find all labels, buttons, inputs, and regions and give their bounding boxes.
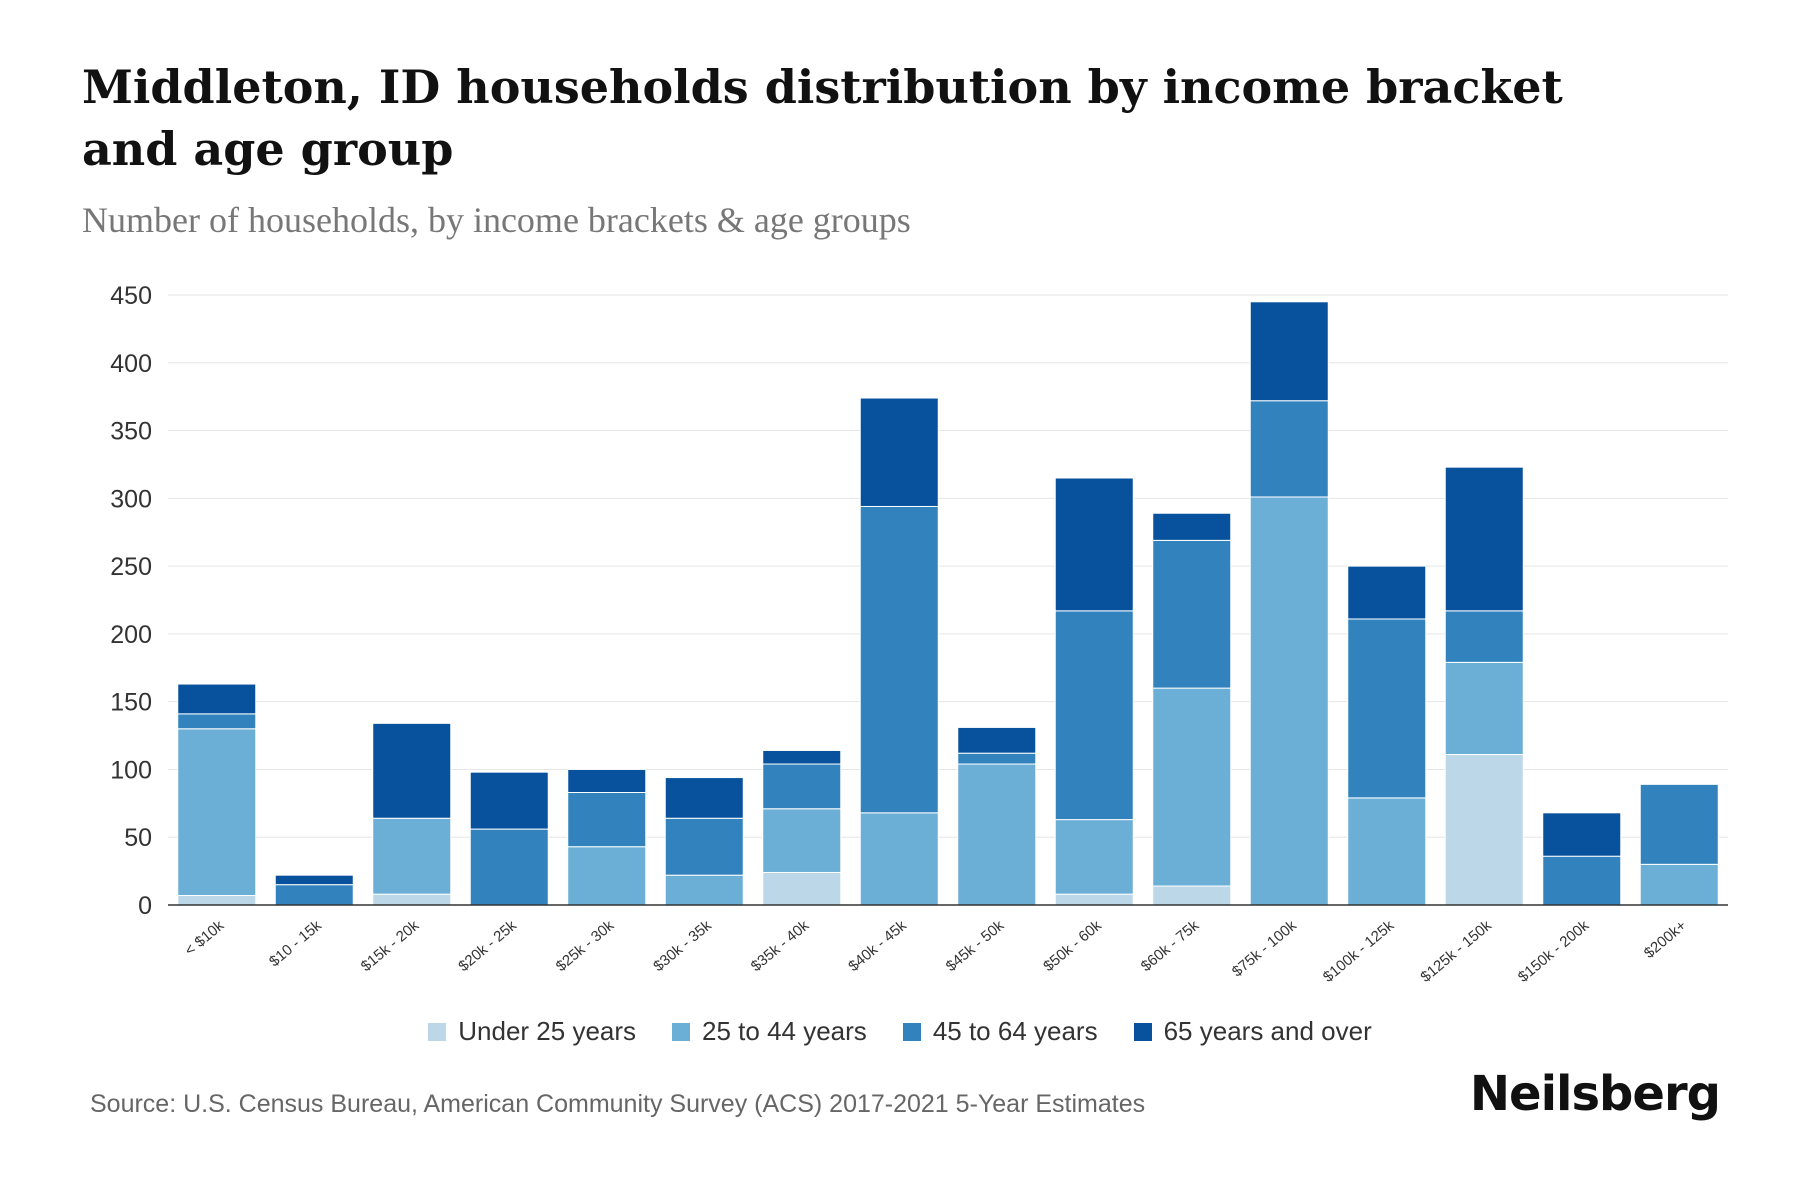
y-tick-label: 0 <box>138 892 152 920</box>
y-axis: 0 50 100 150 200 250 300 350 400 450 <box>110 282 152 920</box>
bar-segment <box>567 791 647 848</box>
legend-label-25-44: 25 to 44 years <box>702 1016 867 1046</box>
bar-segment <box>1347 797 1427 906</box>
bar-segment <box>664 777 744 819</box>
bar-segment <box>1152 687 1232 887</box>
bar-segment <box>1054 893 1134 906</box>
bar-segment <box>1639 783 1719 865</box>
bar-segment <box>664 817 744 876</box>
bar-segment <box>372 893 452 906</box>
x-tick-label: $10 - 15k <box>266 917 325 971</box>
bar-segment <box>1347 565 1427 620</box>
legend-label-under-25: Under 25 years <box>458 1016 637 1046</box>
bar-segment <box>1444 610 1524 663</box>
legend-item-45-64[interactable]: 45 to 64 years <box>902 1016 1098 1047</box>
y-tick-label: 300 <box>110 485 152 513</box>
x-tick-label: $75k - 100k <box>1229 917 1300 981</box>
legend-item-under-25[interactable]: Under 25 years <box>428 1016 636 1047</box>
bar-segment <box>957 726 1037 754</box>
x-tick-label: < $10k <box>182 917 228 960</box>
bar-segment <box>1347 618 1427 799</box>
bar-segment <box>859 505 939 814</box>
legend-swatch-65-plus <box>1133 1022 1152 1041</box>
x-tick-label: $200k+ <box>1641 917 1690 962</box>
bar-segment <box>1249 496 1329 906</box>
bar-segment <box>1542 812 1622 857</box>
bar-segment <box>1542 855 1622 906</box>
x-tick-label: $25k - 30k <box>553 917 618 975</box>
x-tick-label: $40k - 45k <box>845 917 910 975</box>
bar-segment <box>1152 885 1232 906</box>
bar-segment <box>567 846 647 906</box>
y-tick-label: 450 <box>110 282 152 310</box>
x-tick-label: $50k - 60k <box>1040 917 1105 975</box>
bars <box>177 301 1719 906</box>
bar-segment <box>1249 400 1329 498</box>
bar-segment <box>567 768 647 793</box>
legend-item-25-44[interactable]: 25 to 44 years <box>672 1016 867 1047</box>
legend-item-65-plus[interactable]: 65 years and over <box>1133 1016 1372 1047</box>
bar-segment <box>762 763 842 810</box>
bar-segment <box>957 752 1037 765</box>
bar-segment <box>762 749 842 765</box>
x-tick-label: $15k - 20k <box>358 917 423 975</box>
bar-segment <box>177 713 257 730</box>
y-tick-label: 250 <box>110 553 152 581</box>
bar-segment <box>372 817 452 895</box>
bar-segment <box>177 728 257 897</box>
x-tick-label: $45k - 50k <box>943 917 1008 975</box>
legend-swatch-45-64 <box>902 1022 921 1041</box>
bar-segment <box>1152 512 1232 541</box>
chart-title: Middleton, ID households distribution by… <box>82 60 1563 176</box>
x-tick-label: $30k - 35k <box>650 917 715 975</box>
bar-segment <box>957 763 1037 906</box>
bar-segment <box>859 812 939 906</box>
x-tick-label: $125k - 150k <box>1417 917 1495 986</box>
bar-segment <box>1444 661 1524 756</box>
x-tick-label: $100k - 125k <box>1320 917 1398 986</box>
bar-segment <box>1249 301 1329 402</box>
bar-segment <box>274 874 354 886</box>
bar-segment <box>1444 754 1524 906</box>
chart-subtitle: Number of households, by income brackets… <box>82 200 911 240</box>
bar-segment <box>274 884 354 906</box>
legend-swatch-under-25 <box>428 1022 447 1041</box>
x-tick-label: $60k - 75k <box>1138 917 1203 975</box>
bar-segment <box>1639 863 1719 906</box>
bar-segment <box>1152 539 1232 689</box>
brand-logo: Neilsberg <box>1469 1066 1721 1122</box>
bar-segment <box>372 722 452 819</box>
y-tick-label: 400 <box>110 350 152 378</box>
y-tick-label: 200 <box>110 621 152 649</box>
bar-segment <box>469 828 549 906</box>
bar-segment <box>1444 466 1524 612</box>
bar-segment <box>762 808 842 873</box>
legend-label-45-64: 45 to 64 years <box>932 1016 1098 1046</box>
x-axis: < $10k $10 - 15k $15k - 20k $20k - 25k $25k … <box>168 904 1728 986</box>
y-tick-label: 150 <box>110 689 152 717</box>
bar-segment <box>177 895 257 906</box>
legend-swatch-25-44 <box>672 1022 691 1041</box>
y-tick-label: 350 <box>110 418 152 446</box>
bar-segment <box>469 771 549 830</box>
source-note: Source: U.S. Census Bureau, American Com… <box>90 1090 1146 1118</box>
x-tick-label: $35k - 40k <box>748 917 813 975</box>
bar-segment <box>177 683 257 715</box>
bar-segment <box>1054 477 1134 612</box>
bar-segment <box>664 874 744 906</box>
bar-segment <box>762 871 842 906</box>
y-tick-label: 50 <box>124 824 152 852</box>
bar-segment <box>859 397 939 507</box>
x-tick-label: $20k - 25k <box>455 917 520 975</box>
legend: Under 25 years 25 to 44 years 45 to 64 y… <box>0 1016 1800 1047</box>
x-tick-label: $150k - 200k <box>1515 917 1593 986</box>
bar-segment <box>1054 610 1134 821</box>
bar-segment <box>1054 819 1134 895</box>
legend-label-65-plus: 65 years and over <box>1163 1016 1372 1046</box>
y-tick-label: 100 <box>110 756 152 784</box>
